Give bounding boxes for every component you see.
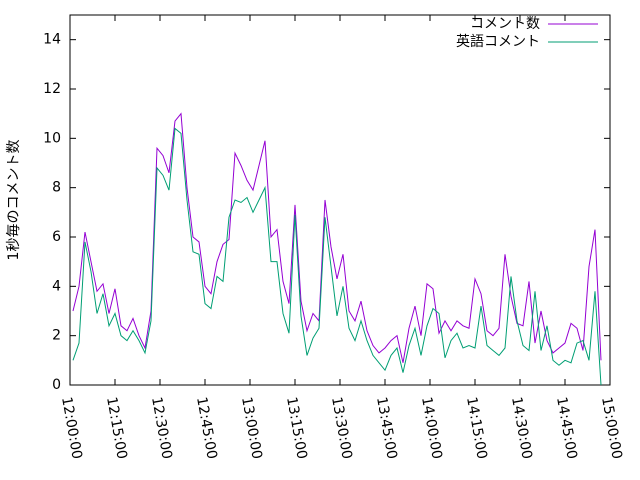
y-tick-label: 10	[43, 130, 61, 146]
x-tick-label: 15:00:00	[598, 396, 625, 461]
y-tick-label: 8	[52, 180, 61, 196]
y-tick-label: 6	[52, 229, 61, 245]
x-tick-label: 14:45:00	[553, 396, 580, 461]
y-tick-label: 4	[52, 278, 61, 294]
x-tick-label: 14:00:00	[418, 396, 445, 461]
legend-label: コメント数	[470, 16, 540, 32]
series-line	[72, 127, 602, 386]
y-axis-label: 1秒毎のコメント数	[6, 140, 22, 261]
x-tick-label: 12:30:00	[148, 396, 175, 461]
x-tick-label: 13:00:00	[238, 396, 265, 461]
x-tick-label: 14:30:00	[508, 396, 535, 461]
x-tick-label: 13:15:00	[283, 396, 310, 461]
y-tick-label: 12	[43, 81, 61, 97]
x-tick-label: 14:15:00	[463, 396, 490, 461]
series-line	[72, 112, 602, 363]
x-tick-label: 13:30:00	[328, 396, 355, 461]
legend-label: 英語コメント	[456, 33, 540, 50]
x-tick-label: 12:45:00	[193, 396, 220, 461]
y-tick-label: 2	[52, 328, 61, 344]
x-tick-label: 13:45:00	[373, 396, 400, 461]
x-tick-label: 12:15:00	[103, 396, 130, 461]
plot-frame	[69, 14, 611, 386]
y-tick-label: 14	[43, 32, 61, 48]
x-tick-label: 12:00:00	[58, 396, 85, 461]
y-tick-label: 0	[52, 377, 61, 393]
